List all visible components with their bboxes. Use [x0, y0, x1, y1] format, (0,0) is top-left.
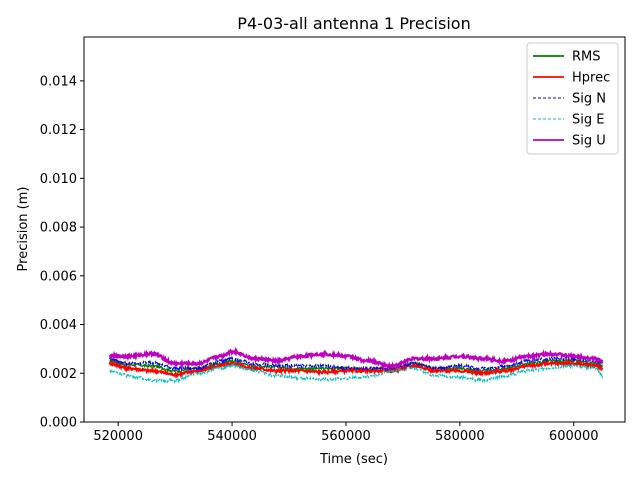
y-tick-label: 0.000 [40, 416, 77, 431]
legend-label-sig-u: Sig U [572, 134, 606, 149]
x-tick-label: 540000 [207, 429, 257, 444]
y-tick-label: 0.004 [40, 318, 77, 333]
legend: RMS Hprec Sig N Sig E Sig U [526, 42, 619, 155]
plot-frame [83, 36, 626, 423]
y-tick-label: 0.010 [40, 172, 77, 187]
plot-area [108, 346, 604, 384]
x-tick-label: 600000 [549, 429, 599, 444]
legend-label-sig-e: Sig E [572, 113, 604, 128]
legend-label-rms: RMS [572, 50, 601, 65]
y-tick-label: 0.006 [40, 269, 77, 284]
chart-title: P4-03-all antenna 1 Precision [237, 14, 470, 33]
y-axis-label: Precision (m) [16, 187, 31, 272]
y-tick-label: 0.012 [40, 123, 77, 138]
x-tick-label: 580000 [435, 429, 485, 444]
legend-box [526, 42, 619, 155]
axis-ticks: 520000 540000 560000 580000 600000 0.000 0.002… [40, 74, 599, 444]
legend-label-sig-n: Sig N [572, 92, 606, 107]
series-line-hprec [108, 358, 604, 379]
x-axis-label: Time (sec) [319, 452, 388, 467]
x-tick-label: 520000 [93, 429, 143, 444]
y-tick-label: 0.014 [40, 74, 77, 89]
y-tick-label: 0.002 [40, 367, 77, 382]
series-line-sig-u [108, 346, 604, 370]
series-line-sig-e [109, 362, 603, 384]
y-tick-label: 0.008 [40, 221, 77, 236]
legend-label-hprec: Hprec [572, 71, 610, 86]
x-tick-label: 560000 [321, 429, 371, 444]
series-line-sig-n [109, 355, 603, 373]
